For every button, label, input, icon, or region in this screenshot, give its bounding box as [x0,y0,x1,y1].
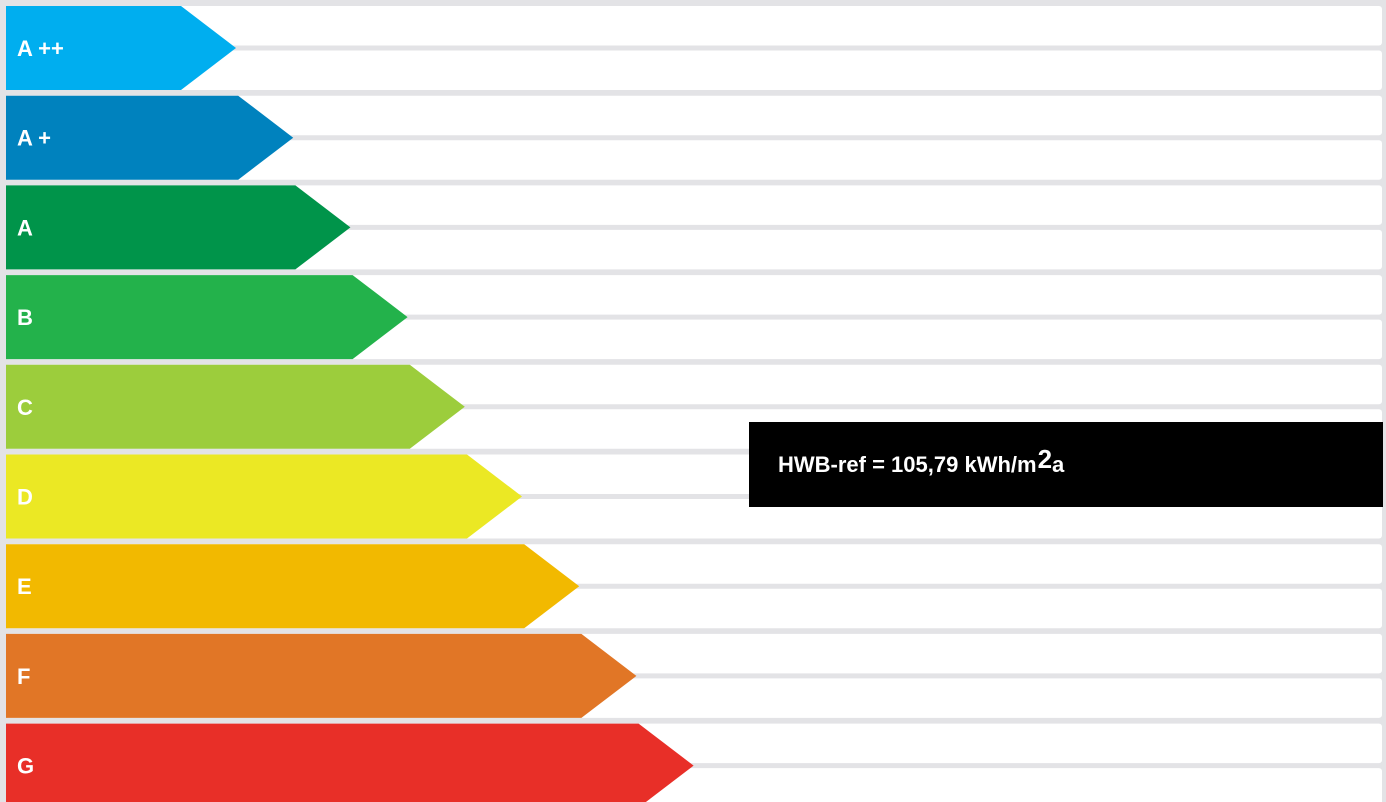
hwb-value-superscript: 2 [1037,444,1053,474]
class-labels: A ++ A + A B C D E F G [17,36,64,779]
class-label-4: B [17,305,33,330]
hwb-value-box: HWB-ref = 105,79 kWh/m 2 a [749,422,1383,507]
class-arrow-3 [6,185,351,270]
class-label-9: G [17,754,34,779]
class-arrow-2 [6,95,294,180]
row-strip-3-1 [6,185,1382,225]
class-label-3: A [17,215,33,240]
class-arrow-9 [6,723,694,802]
hwb-value-text: HWB-ref = 105,79 kWh/m [778,451,1037,477]
row-strip-2-2 [6,140,1382,180]
class-label-1: A ++ [17,36,64,61]
row-strip-3-2 [6,229,1382,270]
class-arrow-1 [6,6,236,90]
class-arrow-4 [6,275,408,360]
row-strip-1-1 [6,6,1382,46]
hwb-value-unit-suffix: a [1052,451,1065,477]
class-label-5: C [17,395,33,420]
class-arrow-7 [6,544,580,629]
class-arrow-5 [6,364,465,449]
class-arrow-8 [6,633,637,718]
class-label-6: D [17,485,33,510]
class-arrow-6 [6,454,522,539]
class-label-7: E [17,574,32,599]
class-label-2: A + [17,126,51,151]
class-arrows [6,6,694,802]
row-strip-1-2 [6,50,1382,90]
class-label-8: F [17,664,30,689]
row-strip-2-1 [6,95,1382,136]
